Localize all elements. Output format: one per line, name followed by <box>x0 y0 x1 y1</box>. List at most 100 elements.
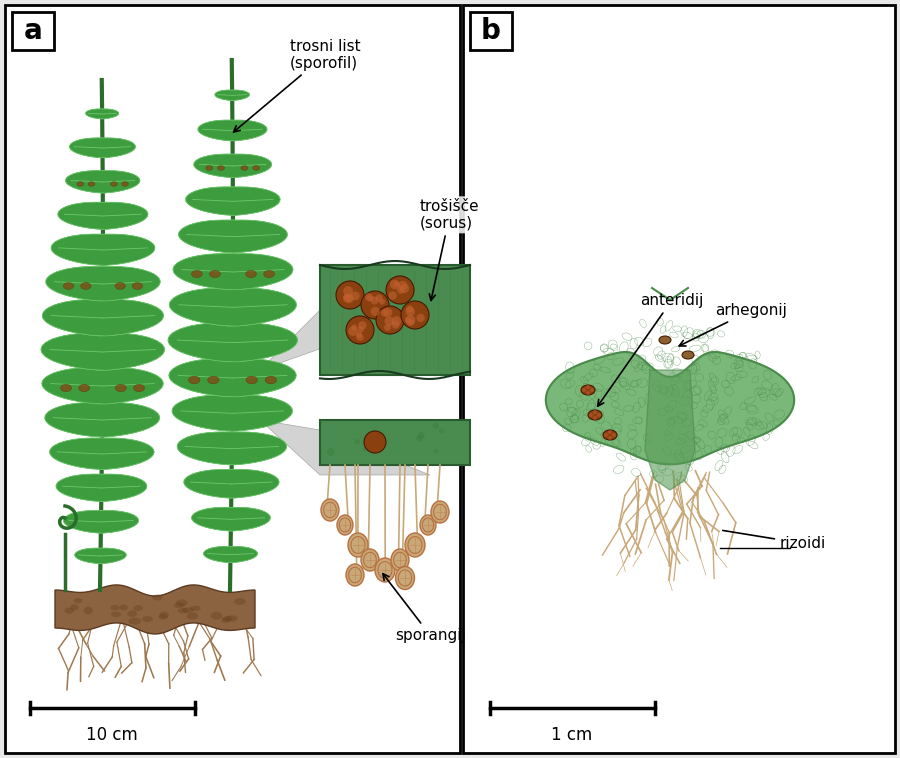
Polygon shape <box>192 507 270 531</box>
Ellipse shape <box>208 376 219 384</box>
Polygon shape <box>41 368 163 404</box>
Ellipse shape <box>241 166 248 171</box>
Ellipse shape <box>115 283 125 290</box>
Polygon shape <box>46 267 160 301</box>
Text: a: a <box>23 17 42 45</box>
Circle shape <box>398 281 408 290</box>
Polygon shape <box>56 474 147 502</box>
Ellipse shape <box>337 515 353 535</box>
Ellipse shape <box>115 384 126 392</box>
Circle shape <box>397 287 404 294</box>
Polygon shape <box>55 585 255 634</box>
Circle shape <box>406 305 413 312</box>
Polygon shape <box>194 154 272 177</box>
Ellipse shape <box>346 564 364 586</box>
Circle shape <box>418 432 425 439</box>
Circle shape <box>383 308 392 317</box>
Ellipse shape <box>361 549 379 571</box>
Polygon shape <box>50 438 154 469</box>
Ellipse shape <box>266 376 276 384</box>
Ellipse shape <box>120 605 128 610</box>
Polygon shape <box>186 187 280 215</box>
Polygon shape <box>51 234 155 265</box>
Polygon shape <box>215 90 249 101</box>
Text: trosni list
(sporofil): trosni list (sporofil) <box>234 39 361 132</box>
Polygon shape <box>184 469 279 498</box>
Circle shape <box>381 309 389 317</box>
Ellipse shape <box>391 549 409 571</box>
Circle shape <box>357 327 364 333</box>
Polygon shape <box>58 202 148 230</box>
Circle shape <box>586 391 590 395</box>
Polygon shape <box>169 288 296 326</box>
Circle shape <box>416 435 423 442</box>
Text: anteridij: anteridij <box>598 293 704 406</box>
Ellipse shape <box>142 616 153 622</box>
Ellipse shape <box>133 384 145 392</box>
Circle shape <box>434 449 438 453</box>
Ellipse shape <box>60 384 71 392</box>
Circle shape <box>384 316 394 326</box>
Text: b: b <box>482 17 501 45</box>
Ellipse shape <box>348 533 368 557</box>
Ellipse shape <box>65 607 74 614</box>
Circle shape <box>364 293 373 301</box>
Circle shape <box>346 293 354 302</box>
Text: 1 cm: 1 cm <box>552 726 592 744</box>
Circle shape <box>406 307 415 316</box>
Polygon shape <box>177 432 287 465</box>
Polygon shape <box>66 171 140 193</box>
Polygon shape <box>45 402 160 437</box>
Circle shape <box>388 291 397 300</box>
Circle shape <box>355 439 360 445</box>
Ellipse shape <box>132 283 142 290</box>
Polygon shape <box>260 310 430 370</box>
Circle shape <box>356 332 362 338</box>
Circle shape <box>593 410 597 414</box>
Circle shape <box>407 319 414 326</box>
Polygon shape <box>174 254 293 290</box>
Polygon shape <box>172 395 292 431</box>
Polygon shape <box>215 90 249 101</box>
Ellipse shape <box>128 610 137 617</box>
Polygon shape <box>69 138 136 158</box>
Circle shape <box>356 334 364 341</box>
Ellipse shape <box>192 271 202 277</box>
Circle shape <box>593 416 597 420</box>
Polygon shape <box>172 395 292 431</box>
Circle shape <box>364 431 386 453</box>
Polygon shape <box>169 359 296 397</box>
Ellipse shape <box>405 533 425 557</box>
Polygon shape <box>50 438 154 469</box>
Text: arhegonij: arhegonij <box>680 303 787 346</box>
Ellipse shape <box>659 336 671 344</box>
Circle shape <box>439 428 445 434</box>
Ellipse shape <box>174 603 184 608</box>
Circle shape <box>327 448 335 456</box>
Ellipse shape <box>210 271 220 277</box>
Text: sporangij: sporangij <box>382 574 466 643</box>
Ellipse shape <box>588 410 602 420</box>
Ellipse shape <box>177 608 187 613</box>
Circle shape <box>361 291 389 319</box>
Circle shape <box>386 276 414 304</box>
Ellipse shape <box>158 614 167 620</box>
Polygon shape <box>203 547 257 562</box>
Polygon shape <box>168 359 296 397</box>
Polygon shape <box>184 469 279 498</box>
Circle shape <box>604 433 608 437</box>
Ellipse shape <box>221 617 230 623</box>
Circle shape <box>336 281 364 309</box>
Ellipse shape <box>152 594 163 600</box>
Bar <box>320 265 470 375</box>
Polygon shape <box>203 547 257 562</box>
Bar <box>5 5 460 753</box>
Circle shape <box>400 283 410 293</box>
Ellipse shape <box>246 271 256 277</box>
Polygon shape <box>167 323 297 362</box>
Ellipse shape <box>133 605 143 611</box>
Circle shape <box>432 422 438 428</box>
Ellipse shape <box>182 607 194 613</box>
Ellipse shape <box>186 612 198 619</box>
Polygon shape <box>42 299 164 336</box>
